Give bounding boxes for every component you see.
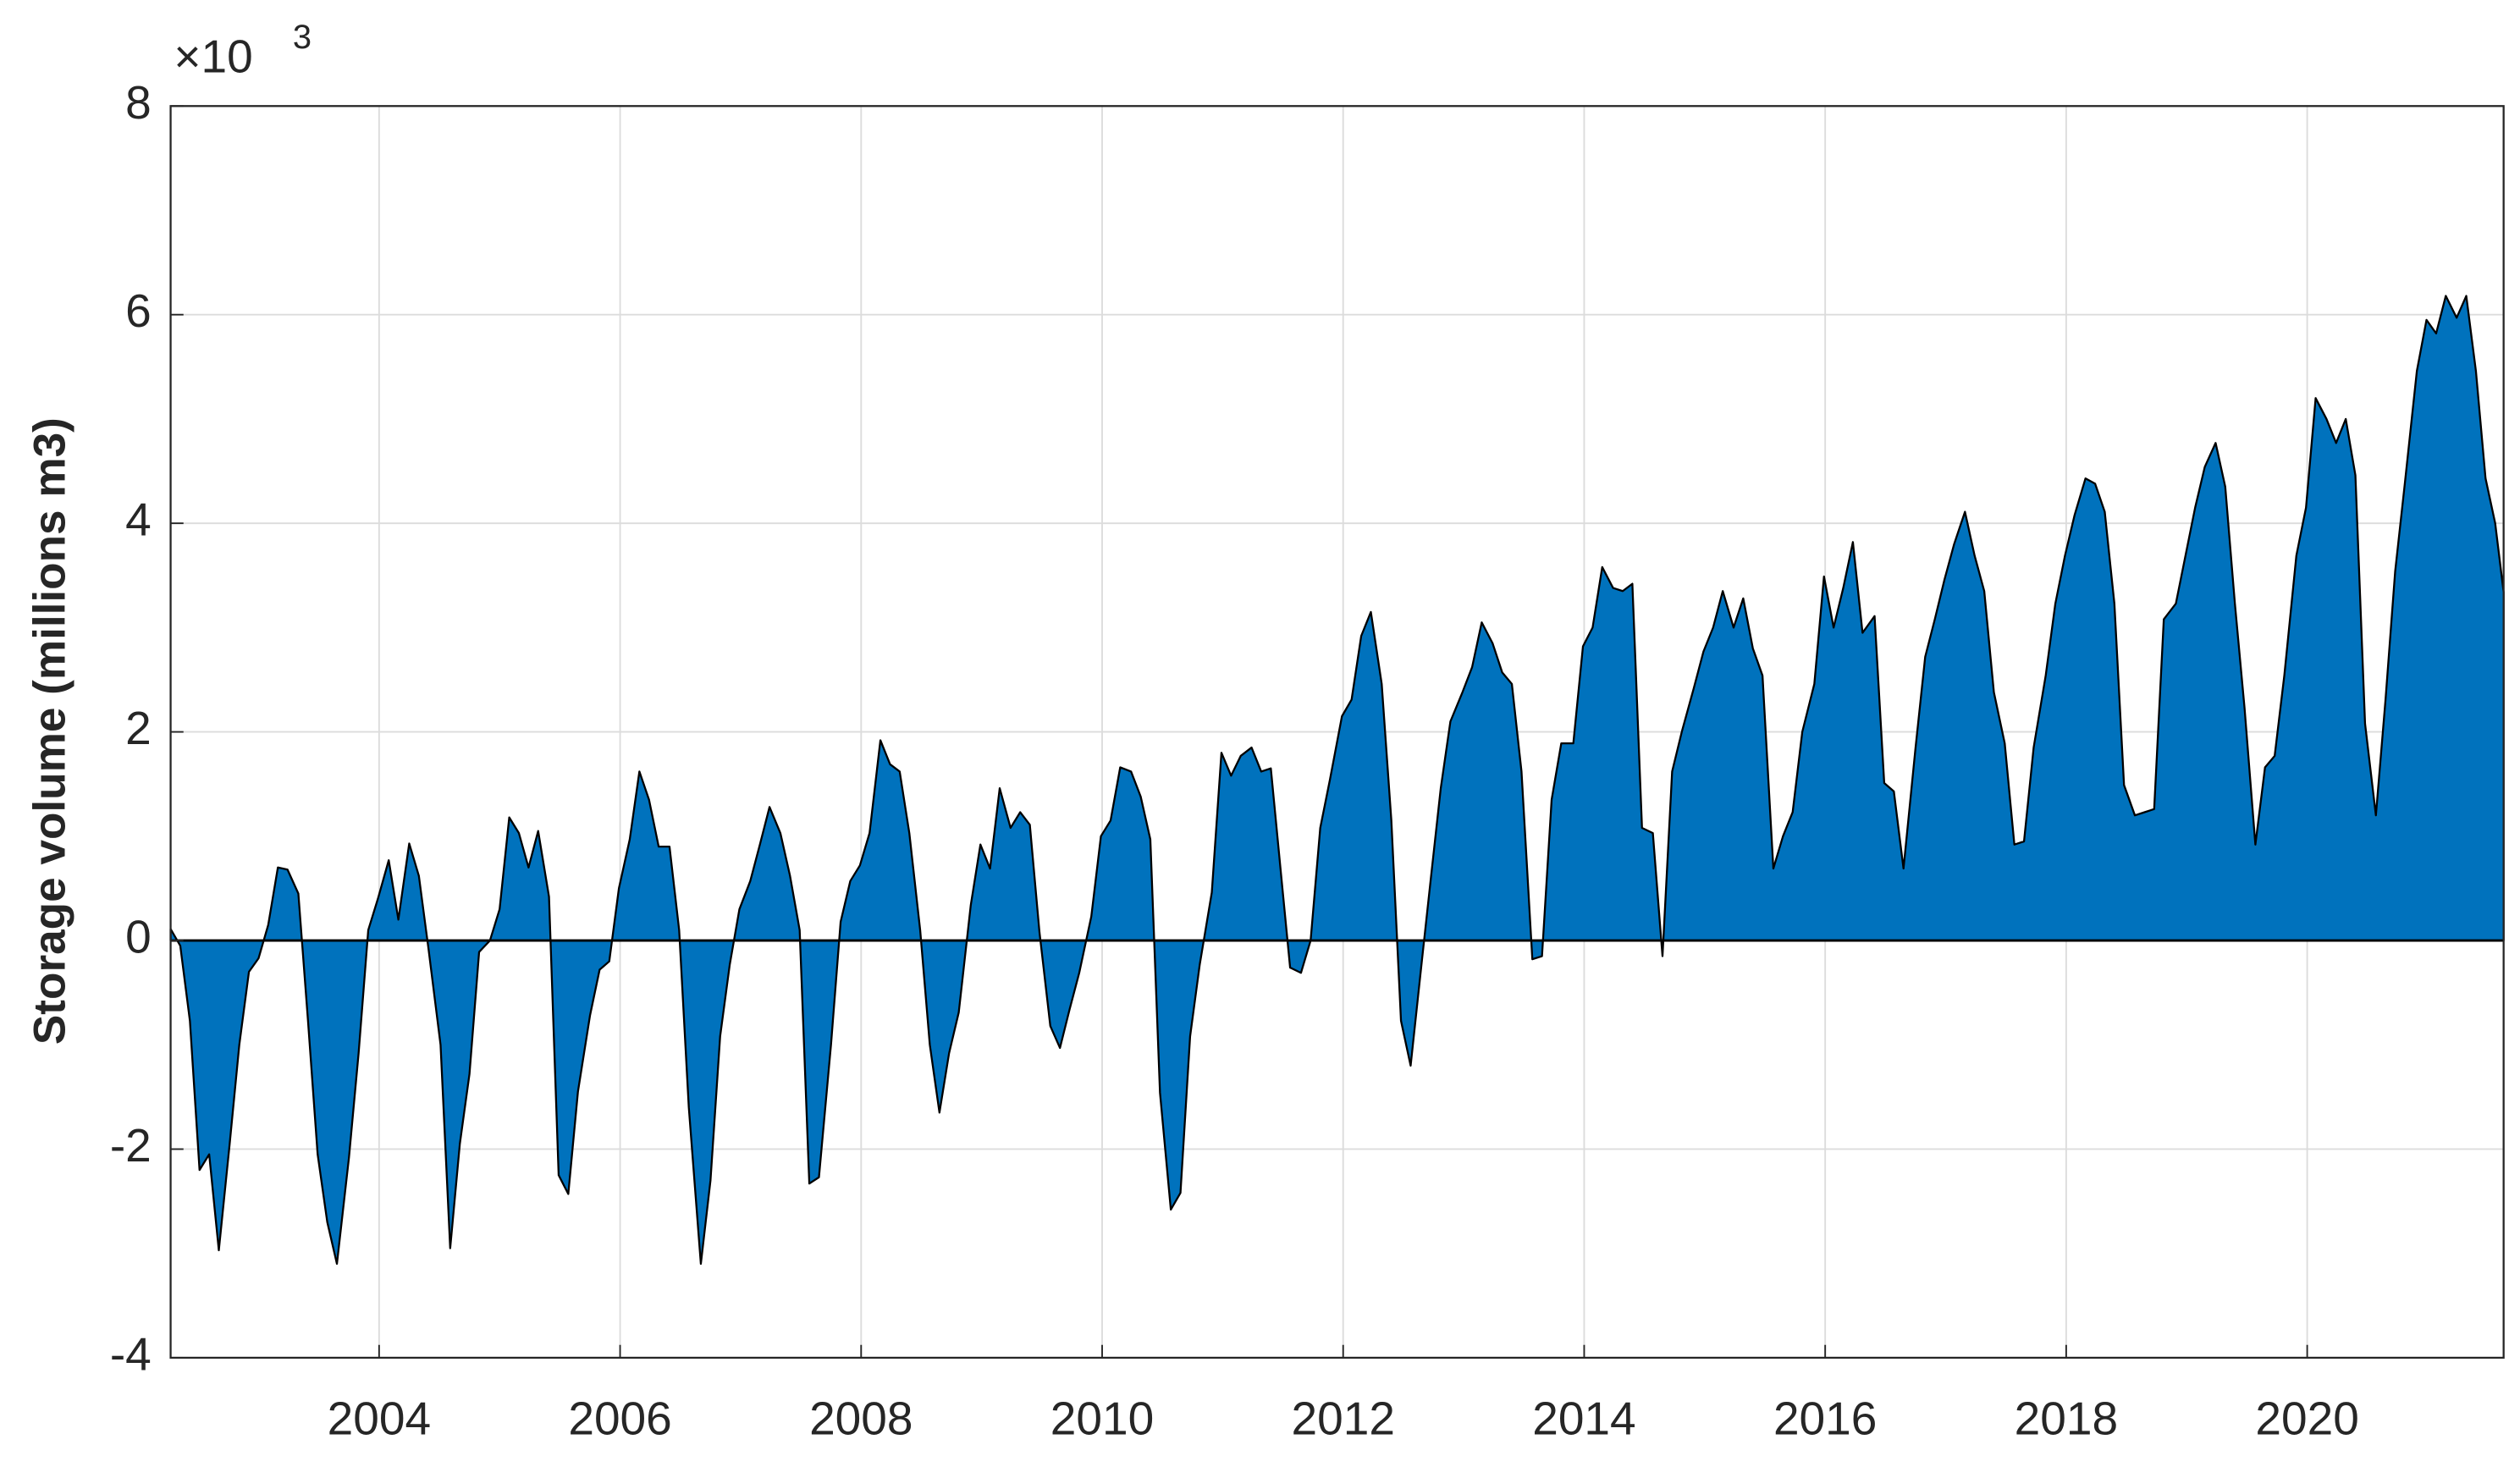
x-tick-label: 2014 [1532,1392,1635,1444]
y-tick-label: -4 [110,1327,152,1380]
y-multiplier-exponent: 3 [293,19,312,56]
y-tick-label: 4 [125,494,152,546]
x-tick-label: 2008 [809,1392,913,1444]
area [169,295,2505,1266]
y-axis-label: Storage volume (millions m3) [25,417,74,1045]
x-tick-label: 2018 [2015,1392,2118,1444]
x-tick-label: 2006 [568,1392,671,1444]
x-tick-label: 2004 [328,1392,431,1444]
axes-box [169,105,2505,1359]
y-tick-label: 2 [125,702,152,754]
y-tick-label: -2 [110,1119,152,1172]
y-tick-label: 8 [125,76,152,129]
axes: -4 -2 0 2 4 6 8 2004 2006 2008 2010 2012 2014 2016 201… [110,76,2505,1444]
y-tick-label: 0 [125,911,152,963]
x-tick-label: 2012 [1292,1392,1395,1444]
y-multiplier: ×10 [174,30,252,82]
x-tick-label: 2010 [1050,1392,1154,1444]
x-tick-label: 2016 [1773,1392,1877,1444]
y-tick-label: 6 [125,284,152,337]
plot [169,295,2505,1266]
x-tick-label: 2020 [2255,1392,2358,1444]
